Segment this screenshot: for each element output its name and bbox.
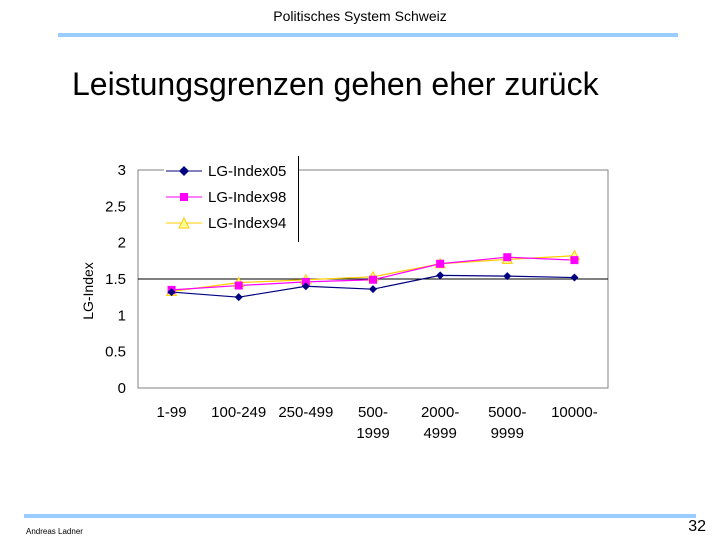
data-point — [234, 293, 243, 302]
data-point — [570, 256, 579, 265]
x-tick-label: 9999 — [491, 425, 524, 442]
data-point — [436, 271, 445, 280]
data-point — [167, 288, 176, 297]
x-tick-label: 100-249 — [211, 404, 266, 421]
data-point — [570, 273, 579, 282]
author-name: Andreas Ladner — [26, 527, 83, 536]
x-tick-label: 10000- — [551, 404, 598, 421]
data-point — [503, 253, 512, 262]
chart-legend: LG-Index05 LG-Index98 LG-Index94 — [164, 156, 299, 242]
legend-triangle-marker-icon — [166, 216, 202, 229]
x-tick-label: 2000- — [421, 404, 459, 421]
x-tick-label: 500- — [358, 404, 388, 421]
legend-square-marker-icon — [166, 193, 202, 201]
data-point — [234, 281, 243, 290]
x-tick-label: 1-99 — [157, 404, 187, 421]
y-tick-label: 3 — [118, 162, 126, 179]
y-tick-label: 1.5 — [105, 271, 126, 288]
y-tick-label: 2 — [118, 235, 126, 252]
x-tick-label: 1999 — [356, 425, 389, 442]
legend-diamond-marker-icon — [166, 166, 202, 176]
data-point — [369, 275, 377, 284]
legend-item-05: LG-Index05 — [164, 160, 298, 182]
legend-label: LG-Index05 — [208, 162, 287, 180]
data-point — [436, 259, 445, 268]
legend-item-98: LG-Index98 — [164, 186, 298, 208]
data-point — [503, 272, 512, 281]
legend-label: LG-Index94 — [208, 214, 287, 232]
top-divider — [58, 33, 678, 37]
x-tick-label: 4999 — [423, 425, 456, 442]
y-tick-label: 2.5 — [105, 198, 126, 215]
legend-item-94: LG-Index94 — [164, 212, 298, 234]
y-tick-label: 1 — [118, 307, 126, 324]
legend-label: LG-Index98 — [208, 188, 287, 206]
y-tick-label: 0 — [118, 380, 126, 397]
y-axis-label: LG-Index — [80, 262, 96, 320]
header-title: Politisches System Schweiz — [273, 8, 447, 24]
slide-title: Leistungsgrenzen gehen eher zurück — [72, 66, 599, 102]
x-tick-label: 5000- — [488, 404, 526, 421]
page-number: 32 — [688, 518, 706, 535]
data-point — [369, 285, 377, 294]
data-point — [301, 277, 310, 286]
data-point — [301, 282, 310, 291]
y-tick-label: 0.5 — [105, 344, 126, 361]
bottom-divider — [24, 514, 696, 518]
x-tick-label: 250-499 — [278, 404, 333, 421]
